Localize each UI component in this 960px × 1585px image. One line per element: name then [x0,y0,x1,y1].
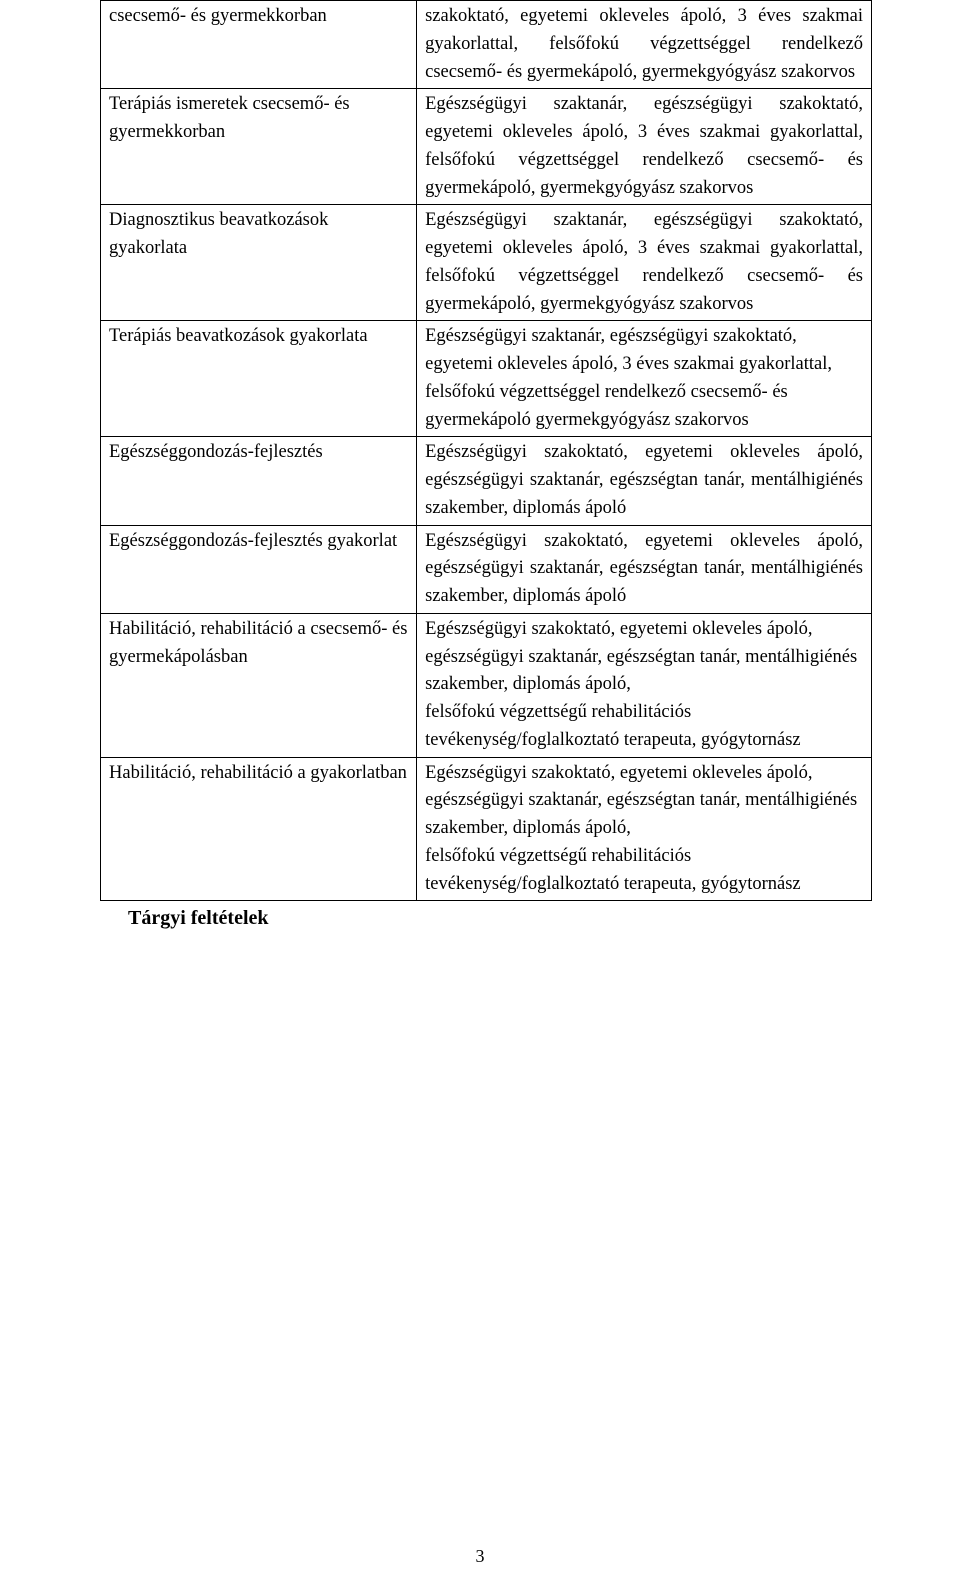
page-number: 3 [0,1546,960,1567]
row-right-cell: Egészségügyi szakoktató, egyetemi okleve… [417,757,872,901]
table-row: Terápiás ismeretek csecsemő- és gyermekk… [101,89,872,205]
row-left-cell: Habilitáció, rehabilitáció a csecsemő- é… [101,613,417,757]
table-row: Egészséggondozás-fejlesztésEgészségügyi … [101,437,872,525]
row-right-cell: Egészségügyi szakoktató, egyetemi okleve… [417,437,872,525]
row-right-cell: Egészségügyi szaktanár, egészségügyi sza… [417,89,872,205]
requirements-table: csecsemő- és gyermekkorbanszakoktató, eg… [100,0,872,901]
section-caption: Tárgyi feltételek [100,907,872,930]
table-row: Egészséggondozás-fejlesztés gyakorlatEgé… [101,525,872,613]
row-left-cell: Terápiás beavatkozások gyakorlata [101,321,417,437]
table-row: Terápiás beavatkozások gyakorlataEgészsé… [101,321,872,437]
row-left-cell: Diagnosztikus beavatkozások gyakorlata [101,205,417,321]
row-right-cell: Egészségügyi szakoktató, egyetemi okleve… [417,613,872,757]
document-page: csecsemő- és gyermekkorbanszakoktató, eg… [0,0,960,1585]
row-left-cell: Terápiás ismeretek csecsemő- és gyermekk… [101,89,417,205]
table-row: Diagnosztikus beavatkozások gyakorlataEg… [101,205,872,321]
table-row: Habilitáció, rehabilitáció a csecsemő- é… [101,613,872,757]
table-row: Habilitáció, rehabilitáció a gyakorlatba… [101,757,872,901]
table-row: csecsemő- és gyermekkorbanszakoktató, eg… [101,1,872,89]
row-right-cell: szakoktató, egyetemi okleveles ápoló, 3 … [417,1,872,89]
row-left-cell: Egészséggondozás-fejlesztés gyakorlat [101,525,417,613]
row-right-cell: Egészségügyi szaktanár, egészségügyi sza… [417,321,872,437]
row-right-cell: Egészségügyi szakoktató, egyetemi okleve… [417,525,872,613]
row-left-cell: Habilitáció, rehabilitáció a gyakorlatba… [101,757,417,901]
row-left-cell: Egészséggondozás-fejlesztés [101,437,417,525]
row-left-cell: csecsemő- és gyermekkorban [101,1,417,89]
table-body: csecsemő- és gyermekkorbanszakoktató, eg… [101,1,872,901]
row-right-cell: Egészségügyi szaktanár, egészségügyi sza… [417,205,872,321]
